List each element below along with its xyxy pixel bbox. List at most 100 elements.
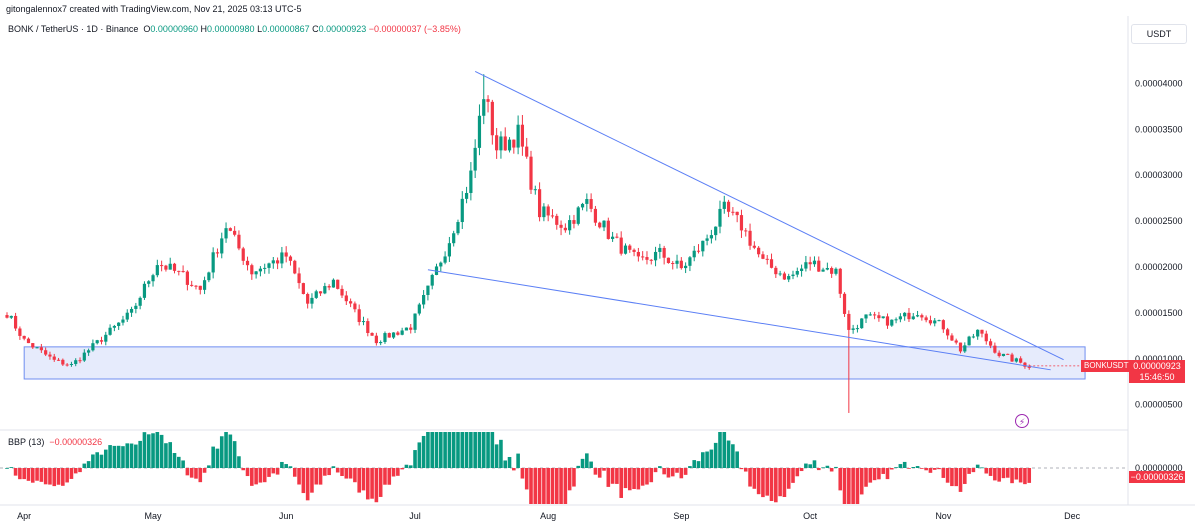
bbp-bar (95, 452, 99, 468)
bbp-bar (129, 443, 134, 468)
currency-unit-button[interactable]: USDT (1131, 24, 1187, 44)
bbp-bar (993, 468, 997, 481)
close-label: C (312, 24, 319, 34)
candle-body (988, 341, 993, 346)
bbp-bar (30, 468, 35, 483)
bbp-bar (185, 468, 190, 476)
bbp-bar (963, 468, 967, 484)
bbp-bar (469, 432, 473, 468)
candle-body (821, 269, 825, 272)
bbp-bar (559, 468, 563, 504)
candle-body (117, 322, 121, 326)
bbp-bar (932, 468, 937, 470)
candle-body (653, 251, 658, 261)
bbp-bar (554, 468, 559, 504)
bbp-bar (851, 468, 855, 504)
candle-body (976, 329, 980, 337)
bbp-bar (443, 432, 447, 468)
bbp-bar (937, 468, 941, 470)
bbp-bar (18, 468, 22, 480)
bbp-bar (486, 432, 490, 468)
candle-body (430, 274, 434, 286)
candle-body (44, 350, 48, 355)
bbp-bar (35, 468, 39, 481)
candle-body (834, 268, 838, 274)
bbp-bar (688, 466, 692, 468)
candle-body (391, 332, 396, 338)
candle-body (924, 317, 928, 321)
candle-body (598, 222, 602, 228)
candle-body (211, 252, 215, 273)
bbp-bar (915, 466, 920, 468)
candle-body (761, 254, 765, 259)
bbp-bar (250, 468, 254, 486)
bbp-bar (121, 446, 125, 468)
bbp-bar (825, 465, 830, 468)
candle-body (684, 265, 688, 269)
candle-body (331, 279, 336, 288)
candle-body (293, 260, 297, 274)
bbp-bar (451, 432, 456, 468)
candle-body (632, 249, 636, 252)
bbp-bar (245, 468, 250, 477)
candle-body (245, 260, 250, 266)
bbp-bar (683, 468, 688, 475)
lightning-icon[interactable]: ⚡ (1015, 414, 1029, 428)
candle-body (323, 286, 327, 294)
bbp-bar (743, 468, 748, 472)
candle-body (675, 260, 679, 264)
bbp-bar (623, 468, 628, 489)
bbp-bar (597, 468, 602, 478)
candle-body (709, 235, 713, 239)
bbp-bar (855, 468, 860, 504)
candle-body (537, 189, 542, 218)
candle-body (177, 270, 181, 272)
candle-body (452, 233, 456, 244)
candle-body (808, 262, 812, 265)
bbp-bar (473, 432, 477, 468)
bbp-zero-tick: 0.00000000 (1135, 463, 1183, 473)
bbp-bar (421, 435, 426, 468)
candle-body (112, 325, 116, 328)
y-tick-label: 0.00000500 (1135, 400, 1183, 410)
candle-body (1019, 358, 1023, 363)
candle-body (400, 330, 404, 335)
y-tick-label: 0.00002000 (1135, 262, 1183, 272)
candle-body (121, 319, 125, 323)
candle-body (340, 288, 344, 296)
bbp-bar (323, 468, 327, 476)
candle-body (619, 237, 623, 254)
candle-body (855, 328, 860, 330)
bbp-bar (748, 468, 752, 487)
bar-countdown-tag: 15:46:50 (1129, 372, 1185, 383)
candle-body (336, 279, 340, 289)
bbp-bar (920, 468, 924, 469)
bbp-bar (907, 468, 911, 469)
candle-body (928, 320, 933, 324)
candle-body (757, 247, 761, 255)
chart-grid (0, 16, 1195, 506)
bbp-bar (211, 446, 215, 468)
bbp-bar (696, 461, 701, 468)
candle-body (572, 220, 576, 224)
bbp-bar (911, 467, 916, 468)
candle-body (774, 267, 778, 275)
candle-body (954, 340, 958, 343)
candle-body (99, 340, 104, 342)
bbp-bar (65, 468, 69, 483)
candle-body (353, 303, 357, 310)
candle-body (825, 267, 829, 270)
bbp-bar (177, 456, 181, 468)
candle-body (194, 285, 198, 287)
candle-body (830, 267, 834, 274)
symbol-label: BONK / TetherUS · 1D · Binance (8, 24, 139, 34)
bbp-bar (701, 452, 705, 468)
candle-body (542, 206, 546, 218)
x-tick-label: Jun (279, 511, 294, 521)
candle-body (645, 257, 649, 260)
bbp-bar (408, 465, 413, 468)
candle-body (1023, 362, 1027, 367)
candle-body (1014, 358, 1018, 362)
bbp-bar (941, 468, 946, 478)
